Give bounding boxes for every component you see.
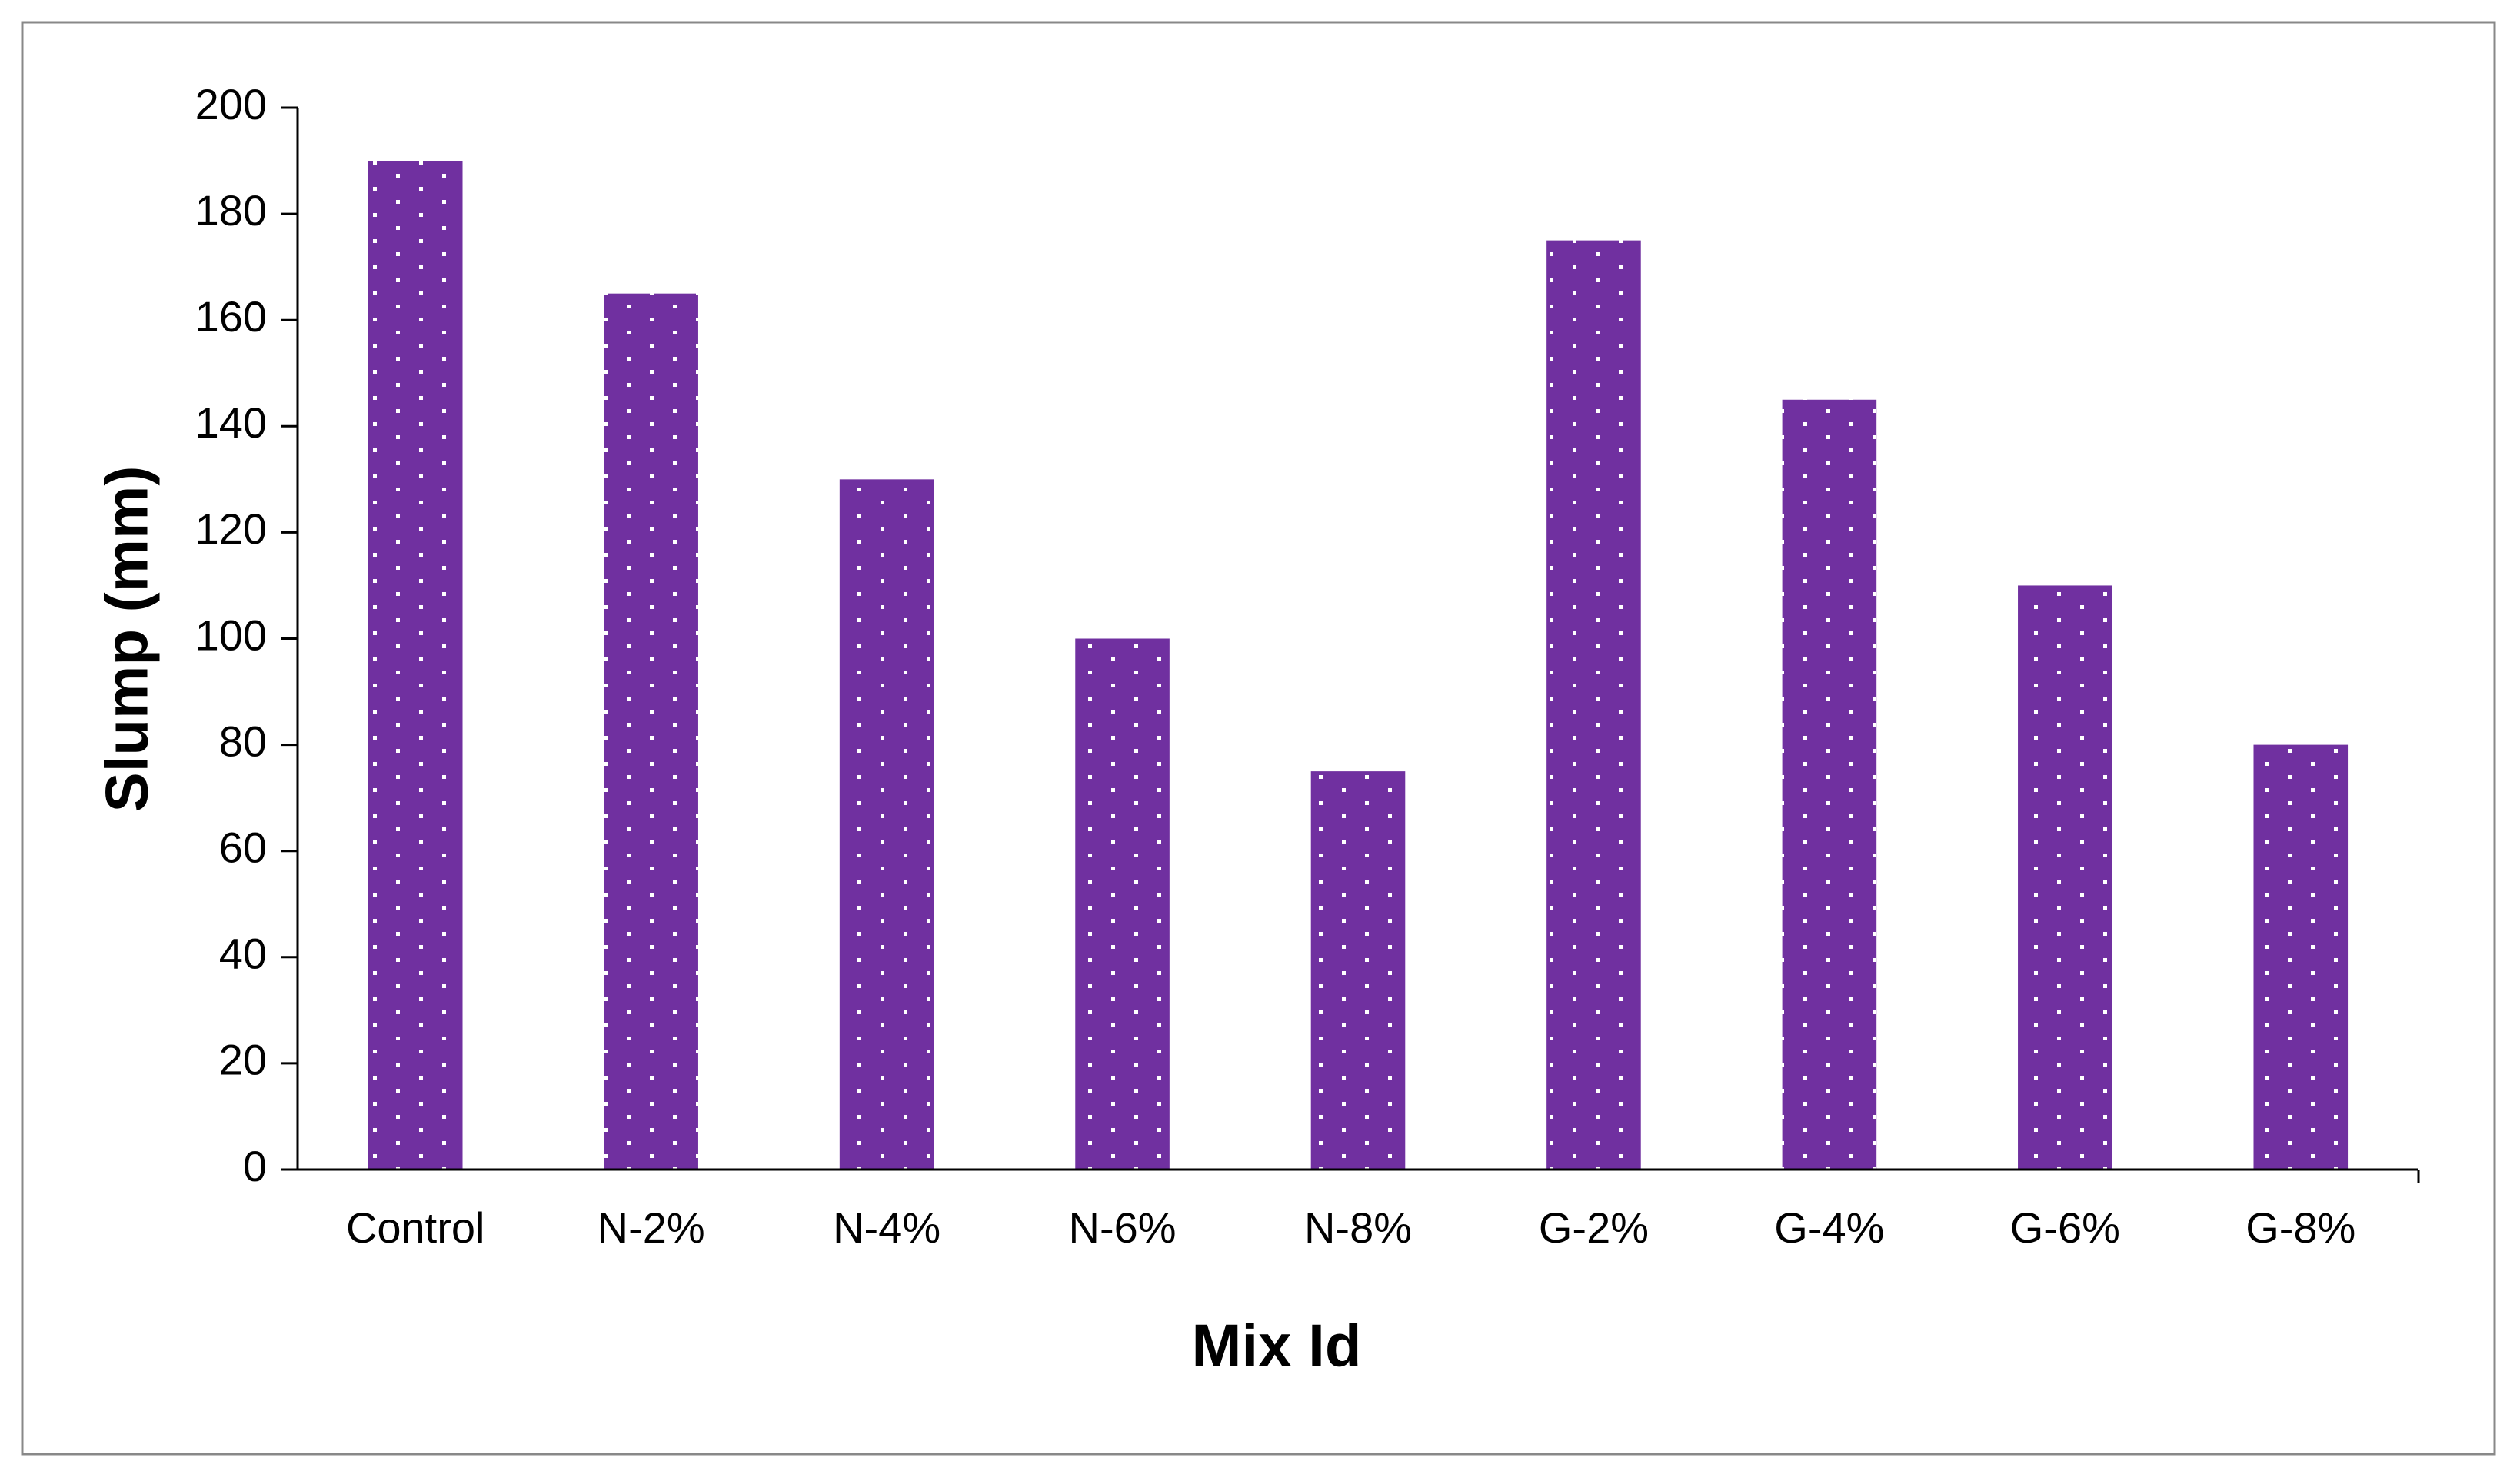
y-axis-title: Slump (mm) <box>93 466 161 813</box>
bar <box>1782 399 1877 1170</box>
bar <box>839 479 934 1170</box>
x-tick-label: G-6% <box>2010 1203 2120 1252</box>
bar <box>2018 585 2112 1170</box>
y-tick-label: 100 <box>195 611 267 659</box>
y-tick-label: 80 <box>219 717 267 765</box>
y-tick-label: 140 <box>195 398 267 447</box>
bar <box>604 293 698 1170</box>
x-tick-label: N-8% <box>1304 1203 1412 1252</box>
y-tick-label: 0 <box>243 1142 267 1190</box>
x-axis-title: Mix Id <box>1191 1312 1361 1379</box>
x-tick-label: G-4% <box>1774 1203 1884 1252</box>
x-tick-label: G-8% <box>2245 1203 2355 1252</box>
y-tick-label: 20 <box>219 1036 267 1084</box>
bar <box>1310 771 1406 1170</box>
x-tick-label: G-2% <box>1539 1203 1649 1252</box>
bar <box>368 161 463 1170</box>
y-tick-label: 160 <box>195 292 267 341</box>
bar <box>1546 240 1641 1170</box>
y-tick-label: 200 <box>195 80 267 128</box>
x-tick-label: Control <box>346 1203 485 1252</box>
y-tick-label: 180 <box>195 186 267 235</box>
bar <box>1075 638 1170 1170</box>
x-tick-label: N-4% <box>833 1203 940 1252</box>
y-tick-label: 120 <box>195 504 267 553</box>
x-tick-label: N-2% <box>598 1203 705 1252</box>
bar <box>2253 744 2349 1170</box>
x-tick-label: N-6% <box>1069 1203 1177 1252</box>
y-tick-label: 60 <box>219 823 267 871</box>
y-tick-label: 40 <box>219 930 267 978</box>
